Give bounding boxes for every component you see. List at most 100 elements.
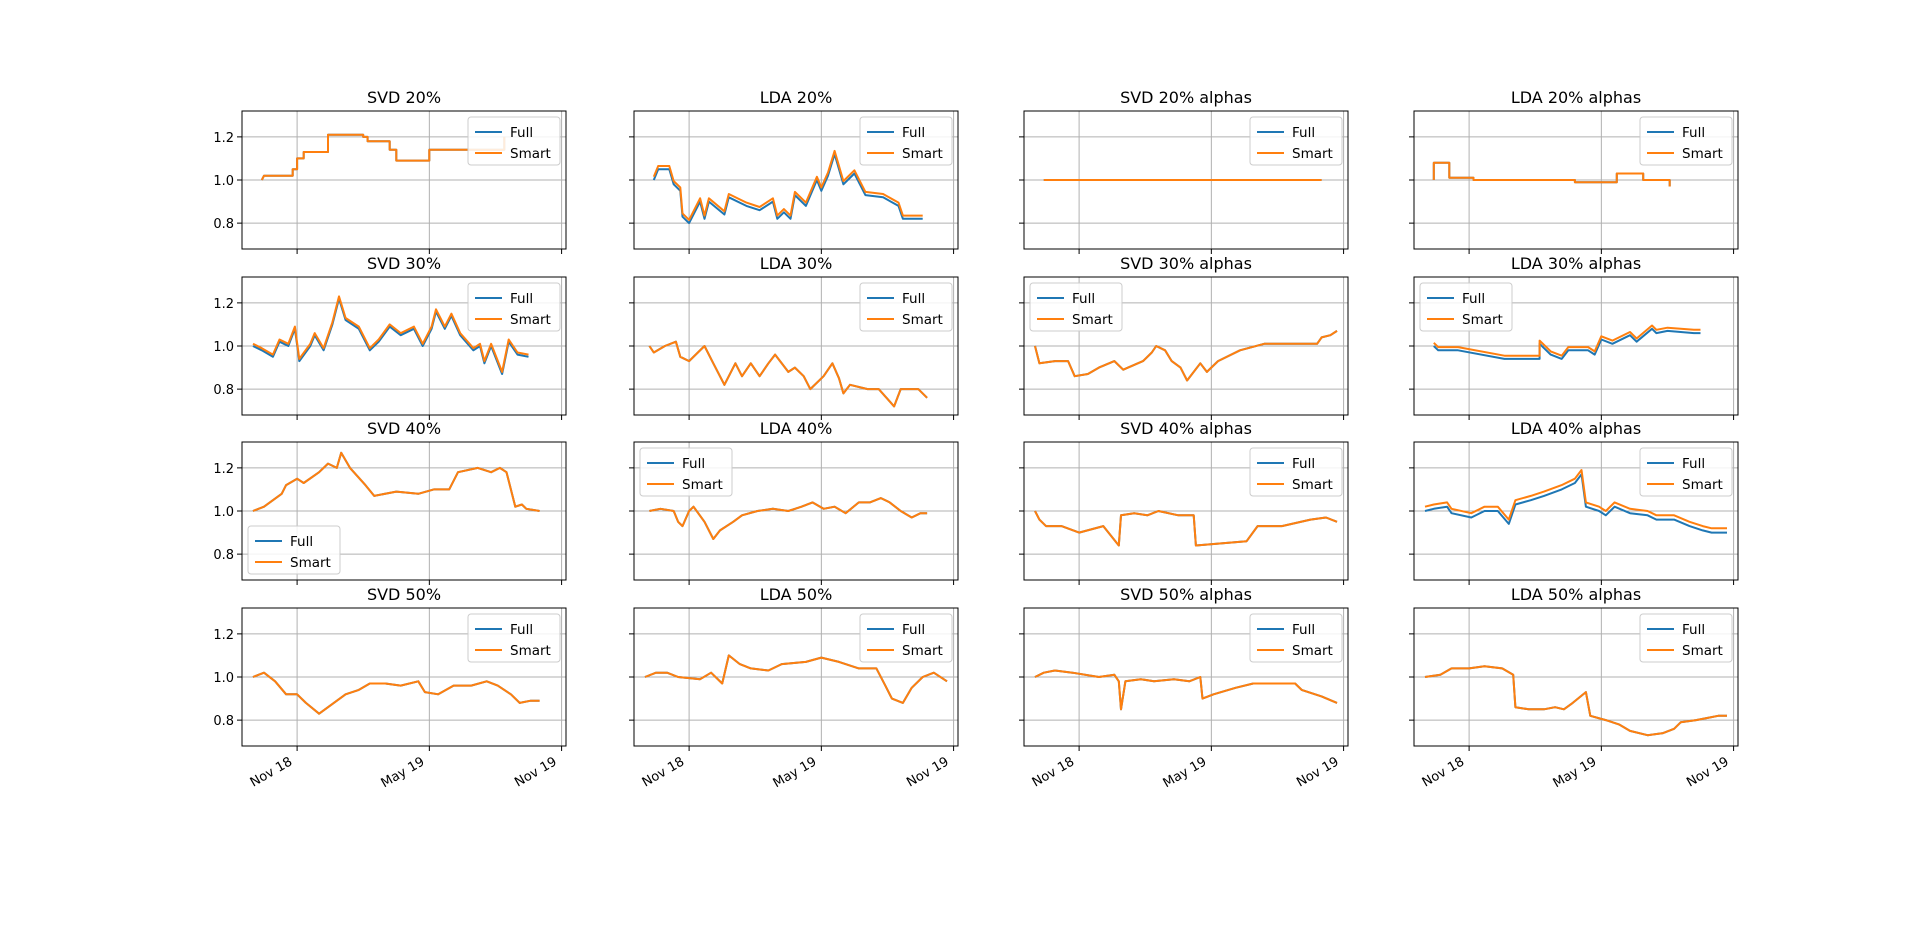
panel-11-legend: Full Smart: [1249, 447, 1343, 497]
panel-3-legend: Full Smart: [1249, 116, 1343, 166]
panel-1-title: SVD 20%: [367, 88, 441, 107]
panel-15-series-full: [1034, 669, 1338, 711]
panel-12-legend-label-full: Full: [1682, 456, 1705, 472]
panel-13-ytick-label-2: 1.0: [213, 671, 234, 686]
panel-11-title: SVD 40% alphas: [1120, 419, 1252, 438]
panel-15-title: SVD 50% alphas: [1120, 585, 1252, 604]
panel-16-legend-label-smart: Smart: [1682, 643, 1723, 659]
panel-5-title: SVD 30%: [367, 254, 441, 273]
panel-11: SVD 40% alphas Full Smart: [1019, 419, 1349, 585]
panel-6-legend-label-full: Full: [902, 291, 925, 307]
panel-8-legend: Full Smart: [1419, 282, 1513, 332]
panel-12-series-smart: [1424, 469, 1727, 530]
panel-15-xtick-label-2: May 19: [1161, 754, 1210, 791]
panel-13-ytick-label-3: 1.2: [213, 628, 234, 643]
panel-14-xtick-label-1: Nov 18: [640, 754, 687, 790]
panel-2-legend-label-full: Full: [902, 125, 925, 141]
panel-16-legend: Full Smart: [1639, 613, 1733, 663]
panel-13: SVD 50% Nov 18 May 19 Nov 19 0.8 1.0 1.2 Full Sm…: [213, 585, 567, 791]
panel-1-frame: [241, 110, 567, 250]
panel-5-legend-label-smart: Smart: [510, 312, 551, 328]
panel-9-legend-label-smart: Smart: [290, 555, 331, 571]
panel-5-ytick-label-3: 1.2: [213, 297, 234, 312]
panel-9-ytick-label-1: 0.8: [213, 548, 234, 563]
panel-2-frame: [633, 110, 959, 250]
panel-9-ytick-label-3: 1.2: [213, 462, 234, 477]
panel-14-frame: [633, 607, 959, 747]
panel-9-legend-label-full: Full: [290, 534, 313, 550]
panel-2-title: LDA 20%: [760, 88, 833, 107]
panel-7-frame: [1023, 276, 1349, 416]
panel-1-legend-label-full: Full: [510, 125, 533, 141]
panel-12-title: LDA 40% alphas: [1511, 419, 1641, 438]
panel-7: SVD 30% alphas Full Smart: [1019, 254, 1349, 420]
panel-14-legend-label-full: Full: [902, 622, 925, 638]
panel-10-legend: Full Smart: [639, 447, 733, 497]
panel-15-legend-label-smart: Smart: [1292, 643, 1333, 659]
panel-15-xtick-label-1: Nov 18: [1030, 754, 1077, 790]
panel-16-frame: [1413, 607, 1739, 747]
panel-8-title: LDA 30% alphas: [1511, 254, 1641, 273]
panel-6-series-smart: [648, 340, 928, 408]
panel-16: LDA 50% alphas Nov 18 May 19 Nov 19 Full Smar…: [1409, 585, 1739, 791]
panel-6-frame: [633, 276, 959, 416]
panel-5: SVD 30% 0.8 1.0 1.2 Full Smart: [213, 254, 567, 420]
panel-7-series-smart: [1034, 330, 1338, 382]
panel-9-legend: Full Smart: [247, 525, 341, 575]
panel-12-series-full: [1424, 473, 1727, 534]
panel-8: LDA 30% alphas Full Smart: [1409, 254, 1739, 420]
panel-15-xtick-label-3: Nov 19: [1294, 754, 1341, 790]
panel-10-series-smart: [649, 497, 928, 540]
panel-4-legend-label-full: Full: [1682, 125, 1705, 141]
panel-12-legend: Full Smart: [1639, 447, 1733, 497]
panel-6-legend: Full Smart: [859, 282, 953, 332]
panel-5-legend-label-full: Full: [510, 291, 533, 307]
panel-4-legend-label-smart: Smart: [1682, 146, 1723, 162]
panel-16-xtick-label-3: Nov 19: [1684, 754, 1731, 790]
panel-14-title: LDA 50%: [760, 585, 833, 604]
panel-14-series-smart: [644, 654, 948, 704]
panel-7-legend: Full Smart: [1029, 282, 1123, 332]
panel-8-legend-label-smart: Smart: [1462, 312, 1503, 328]
panel-1-legend: Full Smart: [467, 116, 561, 166]
panel-8-frame: [1413, 276, 1739, 416]
panel-6: LDA 30% Full Smart: [629, 254, 959, 420]
panel-9-series-smart: [252, 451, 540, 512]
panel-10-legend-label-full: Full: [682, 456, 705, 472]
panel-10-legend-label-smart: Smart: [682, 477, 723, 493]
panel-13-title: SVD 50%: [367, 585, 441, 604]
panel-2: LDA 20% Full Smart: [629, 88, 959, 254]
panel-5-legend: Full Smart: [467, 282, 561, 332]
panel-12: LDA 40% alphas Full Smart: [1409, 419, 1739, 585]
panel-16-legend-label-full: Full: [1682, 622, 1705, 638]
panel-15: SVD 50% alphas Nov 18 May 19 Nov 19 Full Smar…: [1019, 585, 1349, 791]
panel-12-legend-label-smart: Smart: [1682, 477, 1723, 493]
panel-14-xtick-label-3: Nov 19: [904, 754, 951, 790]
panel-1-series-smart: [260, 133, 506, 181]
panel-13-legend: Full Smart: [467, 613, 561, 663]
panel-13-legend-label-full: Full: [510, 622, 533, 638]
panel-1-ytick-label-1: 0.8: [213, 217, 234, 232]
panel-13-xtick-label-2: May 19: [379, 754, 428, 791]
panel-4-series-smart: [1432, 161, 1671, 187]
panel-3: SVD 20% alphas Full Smart: [1019, 88, 1349, 254]
panel-7-legend-label-smart: Smart: [1072, 312, 1113, 328]
panel-9-series-full: [252, 451, 540, 512]
panel-11-legend-label-smart: Smart: [1292, 477, 1333, 493]
panel-5-ytick-label-2: 1.0: [213, 340, 234, 355]
panel-11-legend-label-full: Full: [1292, 456, 1315, 472]
panel-8-series-smart: [1433, 324, 1701, 357]
panel-13-series-full: [252, 671, 540, 715]
panel-4: LDA 20% alphas Full Smart: [1409, 88, 1739, 254]
panel-14-xtick-label-2: May 19: [771, 754, 820, 791]
panel-1-ytick-label-2: 1.0: [213, 174, 234, 189]
panel-4-title: LDA 20% alphas: [1511, 88, 1641, 107]
panel-11-frame: [1023, 441, 1349, 581]
panel-13-series-smart: [252, 671, 540, 715]
panel-4-legend: Full Smart: [1639, 116, 1733, 166]
panel-2-series-smart: [652, 149, 923, 221]
panel-2-series-full: [652, 153, 923, 225]
panel-14-legend-label-smart: Smart: [902, 643, 943, 659]
panel-10: LDA 40% Full Smart: [629, 419, 959, 585]
panel-3-frame: [1023, 110, 1349, 250]
